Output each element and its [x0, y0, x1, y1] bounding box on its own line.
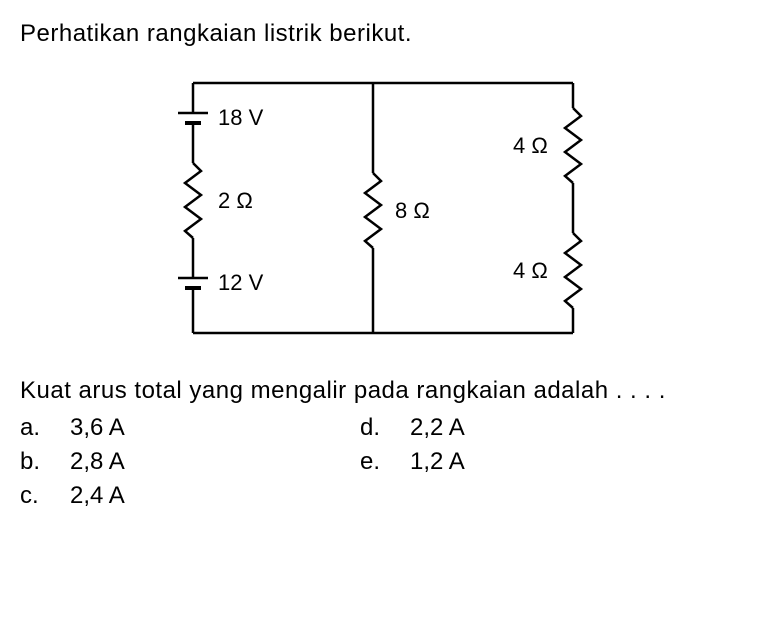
- option-letter: e.: [360, 448, 410, 476]
- prompt-text: Kuat arus total yang mengalir pada rangk…: [20, 373, 745, 409]
- option-letter: c.: [20, 482, 70, 510]
- option-text: 2,8 A: [70, 448, 125, 476]
- label-8ohm: 8 Ω: [395, 198, 430, 223]
- option-letter: a.: [20, 414, 70, 442]
- label-12v: 12 V: [218, 270, 264, 295]
- option-c: c. 2,4 A: [20, 482, 280, 510]
- option-text: 2,2 A: [410, 414, 465, 442]
- option-letter: d.: [360, 414, 410, 442]
- question-text: Perhatikan rangkaian listrik berikut.: [20, 20, 745, 48]
- label-4ohm-top: 4 Ω: [513, 133, 548, 158]
- label-4ohm-bottom: 4 Ω: [513, 258, 548, 283]
- option-e: e. 1,2 A: [360, 448, 620, 476]
- option-b: b. 2,8 A: [20, 448, 280, 476]
- option-text: 3,6 A: [70, 414, 125, 442]
- option-text: 1,2 A: [410, 448, 465, 476]
- option-letter: b.: [20, 448, 70, 476]
- options-grid: a. 3,6 A d. 2,2 A b. 2,8 A e. 1,2 A c. 2…: [20, 414, 620, 510]
- circuit-diagram: 18 V 2 Ω 12 V 8 Ω 4 Ω 4 Ω: [163, 63, 603, 353]
- option-d: d. 2,2 A: [360, 414, 620, 442]
- label-18v: 18 V: [218, 105, 264, 130]
- option-text: 2,4 A: [70, 482, 125, 510]
- label-2ohm: 2 Ω: [218, 188, 253, 213]
- option-a: a. 3,6 A: [20, 414, 280, 442]
